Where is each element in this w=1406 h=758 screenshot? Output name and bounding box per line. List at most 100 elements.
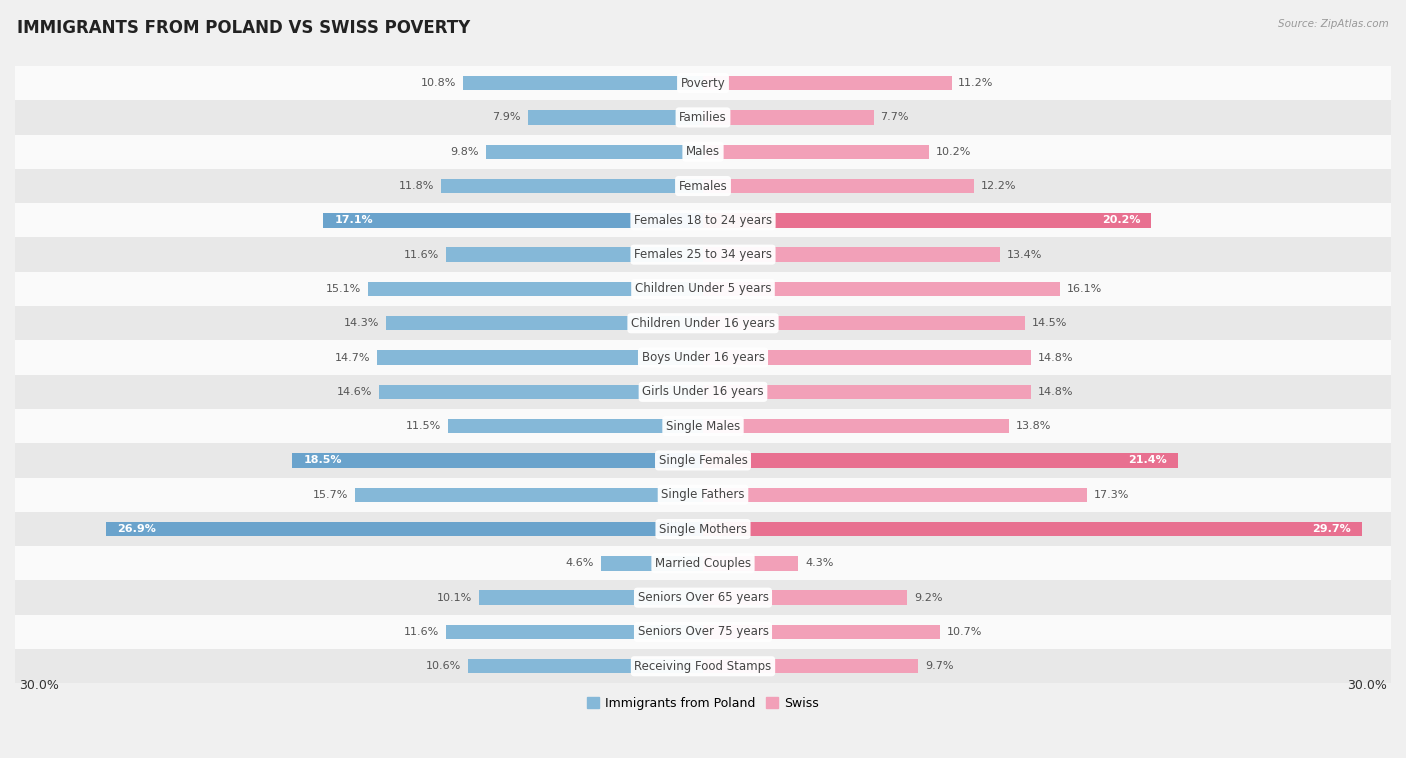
Text: 16.1%: 16.1%: [1067, 284, 1102, 294]
Bar: [479, 590, 703, 605]
Bar: [0, 135, 1406, 169]
Bar: [377, 350, 703, 365]
Bar: [447, 419, 703, 434]
Text: Females 25 to 34 years: Females 25 to 34 years: [634, 248, 772, 262]
Text: 10.7%: 10.7%: [948, 627, 983, 637]
Text: Boys Under 16 years: Boys Under 16 years: [641, 351, 765, 364]
Bar: [600, 556, 703, 571]
Text: 11.6%: 11.6%: [404, 627, 439, 637]
Text: 14.3%: 14.3%: [343, 318, 380, 328]
Text: 11.2%: 11.2%: [959, 78, 994, 88]
Bar: [380, 384, 703, 399]
Bar: [0, 581, 1406, 615]
Text: 21.4%: 21.4%: [1128, 456, 1167, 465]
Bar: [0, 443, 1406, 478]
Bar: [703, 556, 799, 571]
Text: Females: Females: [679, 180, 727, 193]
Bar: [703, 384, 1032, 399]
Bar: [703, 282, 1060, 296]
Text: 10.2%: 10.2%: [936, 147, 972, 157]
Text: Children Under 16 years: Children Under 16 years: [631, 317, 775, 330]
Bar: [703, 453, 1178, 468]
Bar: [703, 659, 918, 673]
Text: 30.0%: 30.0%: [1347, 678, 1386, 691]
Bar: [703, 522, 1362, 536]
Text: 7.7%: 7.7%: [880, 112, 910, 123]
Text: 10.6%: 10.6%: [426, 661, 461, 672]
Bar: [0, 169, 1406, 203]
Bar: [368, 282, 703, 296]
Text: 11.6%: 11.6%: [404, 249, 439, 260]
Bar: [703, 316, 1025, 330]
Bar: [0, 306, 1406, 340]
Bar: [446, 247, 703, 262]
Text: 7.9%: 7.9%: [492, 112, 522, 123]
Text: Seniors Over 75 years: Seniors Over 75 years: [637, 625, 769, 638]
Bar: [703, 590, 907, 605]
Bar: [323, 213, 703, 227]
Bar: [0, 237, 1406, 272]
Text: Single Mothers: Single Mothers: [659, 522, 747, 536]
Text: 14.7%: 14.7%: [335, 352, 370, 362]
Text: 29.7%: 29.7%: [1312, 524, 1351, 534]
Bar: [485, 145, 703, 159]
Bar: [464, 76, 703, 90]
Text: Receiving Food Stamps: Receiving Food Stamps: [634, 659, 772, 673]
Text: Families: Families: [679, 111, 727, 124]
Bar: [703, 350, 1032, 365]
Text: 30.0%: 30.0%: [20, 678, 59, 691]
Bar: [703, 213, 1152, 227]
Bar: [0, 478, 1406, 512]
Bar: [0, 649, 1406, 684]
Text: 17.3%: 17.3%: [1094, 490, 1129, 500]
Text: 14.6%: 14.6%: [337, 387, 373, 397]
Text: 9.8%: 9.8%: [450, 147, 479, 157]
Bar: [527, 110, 703, 124]
Bar: [354, 487, 703, 502]
Text: 13.8%: 13.8%: [1017, 421, 1052, 431]
Text: Children Under 5 years: Children Under 5 years: [634, 283, 772, 296]
Bar: [446, 625, 703, 639]
Text: 26.9%: 26.9%: [117, 524, 156, 534]
Bar: [0, 100, 1406, 135]
Text: 14.5%: 14.5%: [1032, 318, 1067, 328]
Bar: [292, 453, 703, 468]
Text: Girls Under 16 years: Girls Under 16 years: [643, 385, 763, 399]
Bar: [0, 547, 1406, 581]
Text: 4.6%: 4.6%: [565, 559, 595, 568]
Bar: [468, 659, 703, 673]
Bar: [0, 66, 1406, 100]
Bar: [0, 512, 1406, 547]
Bar: [703, 625, 941, 639]
Text: Married Couples: Married Couples: [655, 557, 751, 570]
Text: 14.8%: 14.8%: [1038, 352, 1074, 362]
Bar: [0, 615, 1406, 649]
Bar: [385, 316, 703, 330]
Text: Seniors Over 65 years: Seniors Over 65 years: [637, 591, 769, 604]
Bar: [703, 110, 875, 124]
Text: 10.1%: 10.1%: [437, 593, 472, 603]
Bar: [703, 145, 929, 159]
Text: Single Females: Single Females: [658, 454, 748, 467]
Text: 9.2%: 9.2%: [914, 593, 942, 603]
Text: Source: ZipAtlas.com: Source: ZipAtlas.com: [1278, 19, 1389, 29]
Bar: [0, 340, 1406, 374]
Bar: [0, 374, 1406, 409]
Bar: [105, 522, 703, 536]
Text: 12.2%: 12.2%: [980, 181, 1017, 191]
Bar: [0, 409, 1406, 443]
Text: 11.5%: 11.5%: [406, 421, 441, 431]
Text: 15.7%: 15.7%: [312, 490, 347, 500]
Bar: [441, 179, 703, 193]
Legend: Immigrants from Poland, Swiss: Immigrants from Poland, Swiss: [582, 692, 824, 715]
Bar: [703, 247, 1001, 262]
Text: Males: Males: [686, 146, 720, 158]
Text: 10.8%: 10.8%: [422, 78, 457, 88]
Text: 20.2%: 20.2%: [1102, 215, 1140, 225]
Bar: [703, 179, 974, 193]
Text: Single Fathers: Single Fathers: [661, 488, 745, 501]
Bar: [703, 487, 1087, 502]
Text: 9.7%: 9.7%: [925, 661, 953, 672]
Bar: [703, 419, 1010, 434]
Text: 18.5%: 18.5%: [304, 456, 342, 465]
